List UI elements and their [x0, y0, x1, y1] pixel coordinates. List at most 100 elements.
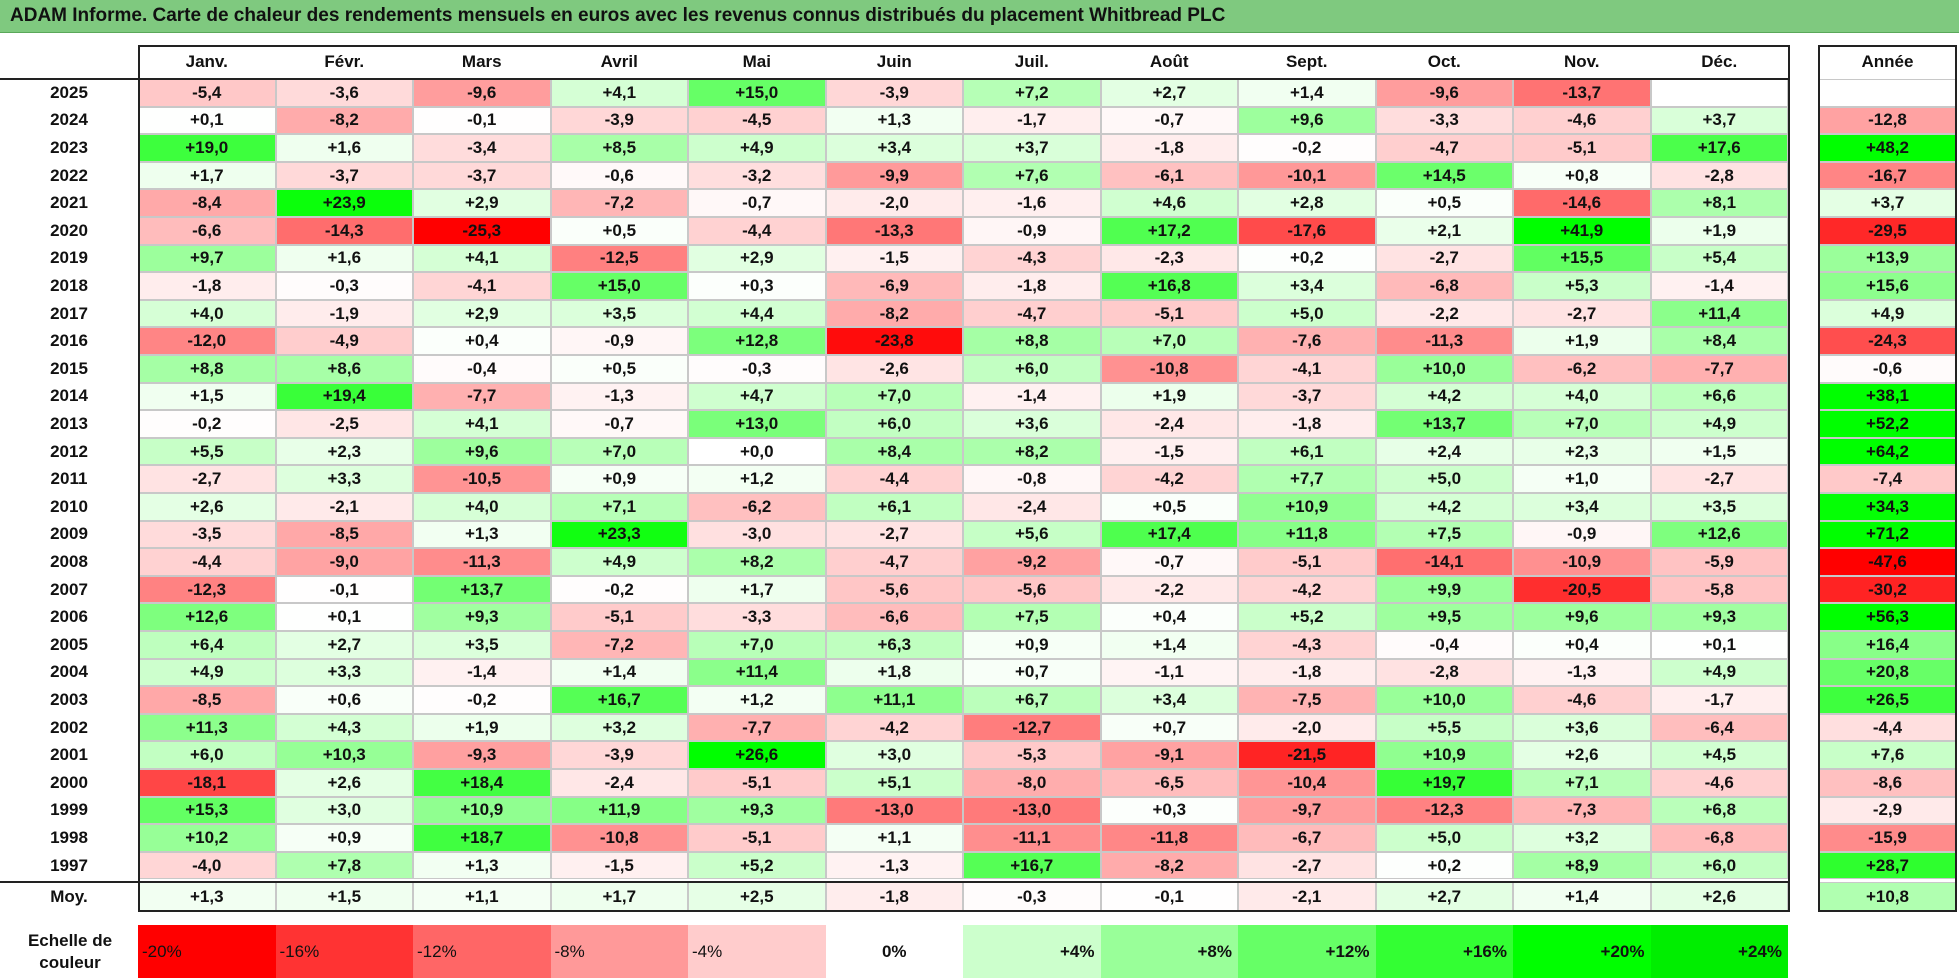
- annual-cell: +64,2: [1818, 437, 1957, 466]
- heatmap-cell: +2,6: [275, 769, 413, 797]
- heatmap-cell: +8,2: [963, 437, 1101, 466]
- average-cell: +2,7: [1375, 882, 1513, 912]
- heatmap-cell: +0,0: [688, 437, 826, 466]
- column-header: Mai: [688, 45, 826, 78]
- heatmap-cell: +3,4: [1100, 686, 1238, 714]
- heatmap-cell: +8,8: [138, 355, 276, 383]
- heatmap-cell: +7,5: [963, 603, 1101, 631]
- heatmap-cell: -2,7: [138, 465, 276, 493]
- heatmap-cell: +3,4: [1513, 493, 1651, 521]
- heatmap-cell: -2,0: [1238, 713, 1376, 742]
- heatmap-cell: -2,7: [1375, 244, 1513, 273]
- heatmap-cell: +11,1: [825, 686, 963, 714]
- heatmap-cell: +7,1: [550, 493, 688, 521]
- heatmap-cell: -8,2: [275, 106, 413, 135]
- heatmap-cell: -4,4: [138, 548, 276, 576]
- average-cell: +1,4: [1513, 882, 1651, 912]
- heatmap-cell: -13,3: [825, 217, 963, 245]
- heatmap-cell: +41,9: [1513, 217, 1651, 245]
- annual-cell: -8,6: [1818, 769, 1957, 797]
- heatmap-cell: +6,8: [1650, 796, 1788, 825]
- column-header: Janv.: [138, 45, 276, 78]
- heatmap-cell: +1,6: [275, 134, 413, 162]
- heatmap-cell: -2,7: [1650, 465, 1788, 493]
- heatmap-cell: -13,7: [1513, 79, 1651, 107]
- heatmap-cell: -6,9: [825, 272, 963, 300]
- heatmap-cell: -1,3: [550, 382, 688, 411]
- heatmap-cell: +1,9: [1650, 217, 1788, 245]
- heatmap-cell: +1,9: [413, 713, 551, 742]
- heatmap-cell: -4,6: [1513, 106, 1651, 135]
- heatmap-cell: -0,2: [413, 686, 551, 714]
- heatmap-cell: -12,5: [550, 244, 688, 273]
- column-header: Nov.: [1513, 45, 1651, 78]
- heatmap-cell: +0,4: [413, 327, 551, 355]
- heatmap-cell: -13,0: [825, 796, 963, 825]
- heatmap-cell: -0,7: [1100, 106, 1238, 135]
- annual-cell: -12,8: [1818, 106, 1957, 135]
- heatmap-cell: +3,7: [1650, 106, 1788, 135]
- heatmap-cell: -4,4: [688, 217, 826, 245]
- color-scale-cell: +8%: [1100, 925, 1238, 978]
- row-year-label: 2007: [0, 575, 138, 604]
- heatmap-cell: -1,5: [550, 851, 688, 880]
- heatmap-cell: -0,2: [138, 410, 276, 438]
- row-year-label: 2005: [0, 631, 138, 659]
- heatmap-cell: +3,6: [963, 410, 1101, 438]
- heatmap-cell: -2,5: [275, 410, 413, 438]
- row-year-label: 2008: [0, 548, 138, 576]
- heatmap-cell: -5,9: [1650, 548, 1788, 576]
- heatmap-cell: -10,4: [1238, 769, 1376, 797]
- heatmap-cell: -4,2: [825, 713, 963, 742]
- heatmap-cell: +6,0: [825, 410, 963, 438]
- annual-cell: +16,4: [1818, 631, 1957, 659]
- heatmap-cell: +7,6: [963, 161, 1101, 190]
- heatmap-cell: -3,9: [550, 741, 688, 769]
- heatmap-cell: -3,2: [688, 161, 826, 190]
- annual-cell: +15,6: [1818, 272, 1957, 300]
- heatmap-cell: -9,7: [1238, 796, 1376, 825]
- heatmap-cell: +5,5: [138, 437, 276, 466]
- heatmap-cell: -12,7: [963, 713, 1101, 742]
- heatmap-cell: -1,6: [963, 189, 1101, 217]
- annual-cell: +52,2: [1818, 410, 1957, 438]
- heatmap-cell: -11,8: [1100, 824, 1238, 852]
- row-year-label: 1997: [0, 851, 138, 880]
- heatmap-cell: +8,6: [275, 355, 413, 383]
- heatmap-cell: -8,5: [275, 520, 413, 549]
- heatmap-cell: -10,8: [550, 824, 688, 852]
- heatmap-cell: +15,5: [1513, 244, 1651, 273]
- heatmap-cell: -9,9: [825, 161, 963, 190]
- row-year-label: 2002: [0, 713, 138, 742]
- heatmap-cell: +1,3: [825, 106, 963, 135]
- color-scale-cell: -12%: [413, 925, 551, 978]
- heatmap-cell: +0,2: [1238, 244, 1376, 273]
- heatmap-cell: +10,9: [1238, 493, 1376, 521]
- heatmap-cell: -4,6: [1650, 769, 1788, 797]
- heatmap-cell: +2,7: [275, 631, 413, 659]
- heatmap-cell: -3,3: [688, 603, 826, 631]
- heatmap-cell: +13,7: [1375, 410, 1513, 438]
- row-year-label: 2017: [0, 299, 138, 328]
- heatmap-cell: +1,7: [138, 161, 276, 190]
- heatmap-cell: -0,7: [688, 189, 826, 217]
- heatmap-cell: +0,3: [688, 272, 826, 300]
- heatmap-cell: +23,9: [275, 189, 413, 217]
- heatmap-cell: +3,3: [275, 465, 413, 493]
- heatmap-cell: -3,6: [275, 79, 413, 107]
- heatmap-cell: +6,0: [963, 355, 1101, 383]
- heatmap-cell: +0,9: [275, 824, 413, 852]
- heatmap-cell: +0,4: [1513, 631, 1651, 659]
- heatmap-cell: +7,5: [1375, 520, 1513, 549]
- annual-cell: +28,7: [1818, 851, 1957, 880]
- heatmap-cell: +9,5: [1375, 603, 1513, 631]
- heatmap-cell: +7,7: [1238, 465, 1376, 493]
- row-year-label: 1999: [0, 796, 138, 825]
- heatmap-cell: -4,7: [1375, 134, 1513, 162]
- annual-cell: +7,6: [1818, 741, 1957, 769]
- heatmap-cell: -12,3: [1375, 796, 1513, 825]
- heatmap-cell: +18,7: [413, 824, 551, 852]
- heatmap-cell: +8,9: [1513, 851, 1651, 880]
- heatmap-cell: -17,6: [1238, 217, 1376, 245]
- annual-cell: -30,2: [1818, 575, 1957, 604]
